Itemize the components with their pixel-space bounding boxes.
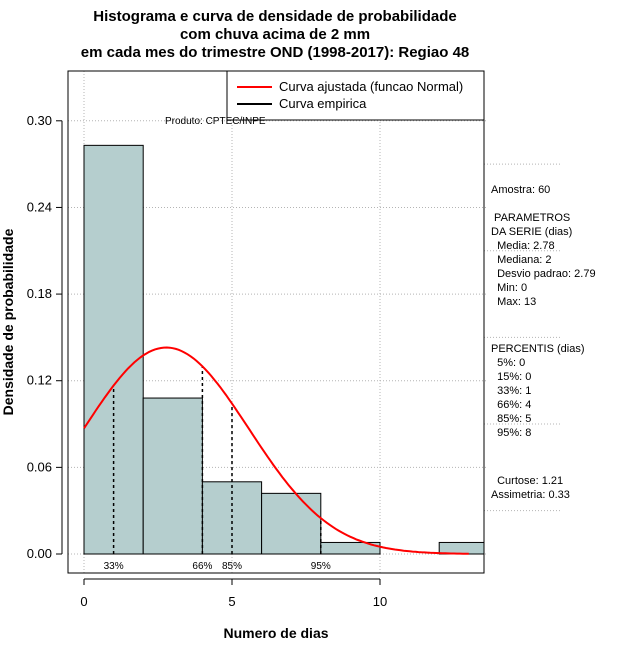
percentile-label-3: 95% bbox=[311, 561, 331, 572]
chart-title-line-2: com chuva acima de 2 mm bbox=[180, 26, 370, 43]
param-median: Mediana: 2 bbox=[491, 254, 552, 266]
product-annotation: Produto: CPTEC/INPE bbox=[165, 116, 266, 127]
param-sd: Desvio padrao: 2.79 bbox=[491, 268, 596, 280]
x-axis-label: Numero de dias bbox=[223, 625, 328, 641]
histogram-bar-6 bbox=[438, 541, 485, 555]
kurtosis: Curtose: 1.21 bbox=[491, 475, 563, 487]
param-max: Max: 13 bbox=[491, 296, 536, 308]
percentile-15: 15%: 0 bbox=[491, 371, 531, 383]
x-axis: 0 5 10 bbox=[80, 578, 387, 609]
percentiles-title: PERCENTIS (dias) bbox=[491, 343, 585, 355]
sample-size: Amostra: 60 bbox=[491, 184, 550, 196]
y-tick-label-3: 0.18 bbox=[27, 286, 52, 301]
x-tick-label-2: 10 bbox=[373, 594, 387, 609]
x-tick-label-0: 0 bbox=[80, 594, 87, 609]
y-axis: 0.00 0.06 0.12 0.18 0.24 0.30 bbox=[27, 113, 63, 561]
y-axis-label: Densidade de probabilidade bbox=[0, 228, 16, 415]
percentile-label-0: 33% bbox=[104, 561, 124, 572]
stats-panel: Amostra: 60 PARAMETROS DA SERIE (dias) M… bbox=[491, 184, 596, 501]
y-tick-label-1: 0.06 bbox=[27, 459, 52, 474]
param-min: Min: 0 bbox=[491, 282, 527, 294]
normal-fit-curve bbox=[83, 346, 469, 555]
percentile-85: 85%: 5 bbox=[491, 413, 531, 425]
percentile-5: 5%: 0 bbox=[491, 357, 525, 369]
chart-title-line-3: em cada mes do trimestre OND (1998-2017)… bbox=[81, 44, 470, 61]
x-tick-label-1: 5 bbox=[228, 594, 235, 609]
skewness: Assimetria: 0.33 bbox=[491, 489, 570, 501]
chart-title-line-1: Histograma e curva de densidade de proba… bbox=[93, 8, 456, 25]
legend-label-fit: Curva ajustada (funcao Normal) bbox=[279, 79, 463, 94]
percentile-label-1: 66% bbox=[192, 561, 212, 572]
percentile-33: 33%: 1 bbox=[491, 385, 531, 397]
histogram-bars bbox=[83, 144, 485, 555]
percentile-95: 95%: 8 bbox=[491, 427, 531, 439]
legend-label-empirical: Curva empirica bbox=[279, 96, 367, 111]
params-title-2: DA SERIE (dias) bbox=[491, 226, 572, 238]
y-tick-label-5: 0.30 bbox=[27, 113, 52, 128]
histogram-bar-1 bbox=[142, 397, 203, 555]
params-title-1: PARAMETROS bbox=[491, 212, 570, 224]
y-tick-label-0: 0.00 bbox=[27, 546, 52, 561]
percentile-markers: 33% 66% 85% 95% bbox=[104, 366, 331, 572]
y-tick-label-2: 0.12 bbox=[27, 373, 52, 388]
legend: Curva ajustada (funcao Normal) Curva emp… bbox=[226, 70, 485, 121]
percentile-66: 66%: 4 bbox=[491, 399, 531, 411]
histogram-bar-3 bbox=[261, 492, 322, 555]
param-mean: Media: 2.78 bbox=[491, 240, 555, 252]
legend-box bbox=[226, 70, 485, 121]
y-tick-label-4: 0.24 bbox=[27, 199, 52, 214]
percentile-label-2: 85% bbox=[222, 561, 242, 572]
histogram-bar-4 bbox=[320, 541, 381, 555]
